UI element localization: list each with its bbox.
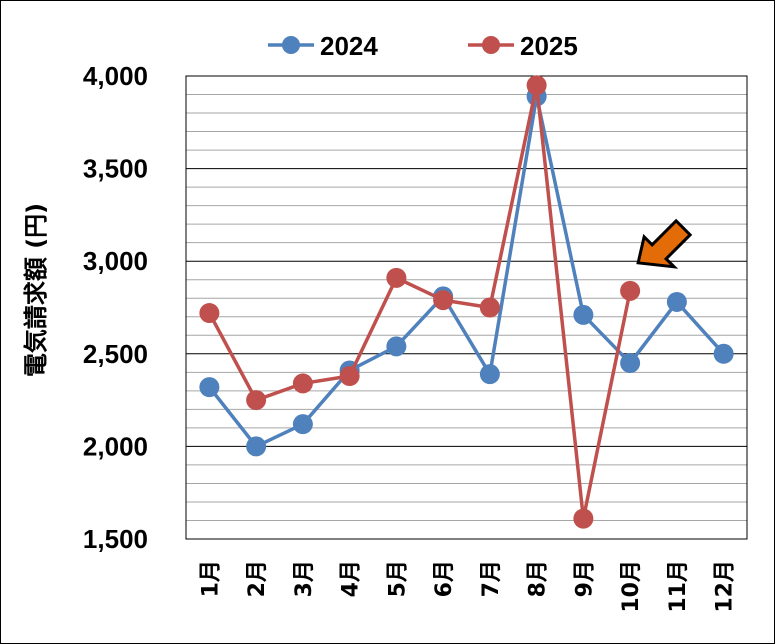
x-tick-label: 3月 <box>292 560 317 597</box>
legend-marker <box>482 36 500 54</box>
data-point <box>199 377 220 398</box>
x-tick-label: 2月 <box>245 560 270 597</box>
plot-area-border <box>185 75 748 540</box>
data-point <box>713 343 734 364</box>
data-point <box>246 436 267 457</box>
data-point <box>526 75 547 96</box>
data-point <box>573 304 594 325</box>
legend-label: 2024 <box>320 31 378 61</box>
series-line <box>208 94 725 449</box>
x-tick-label: 6月 <box>432 560 457 597</box>
data-point <box>620 353 641 374</box>
gridlines <box>186 75 747 540</box>
x-tick-label: 1月 <box>198 560 223 597</box>
x-tick-label: 12月 <box>713 560 738 613</box>
y-tick-label: 3,000 <box>83 246 148 276</box>
series-2025 <box>199 75 641 529</box>
down-left-arrow-icon <box>636 218 693 269</box>
y-tick-label: 3,500 <box>83 154 148 184</box>
data-point <box>620 280 641 301</box>
x-axis-ticks: 1月 2月 3月 4月 5月 6月 7月 8月 9月 10月 11月 12月 <box>198 560 737 613</box>
data-point <box>339 366 360 387</box>
data-point <box>292 373 313 394</box>
legend-item: 2025 <box>468 31 578 61</box>
data-point <box>386 336 407 357</box>
legend-marker <box>282 36 300 54</box>
series-2024 <box>199 86 734 457</box>
legend-label: 2025 <box>520 31 578 61</box>
x-tick-label: 9月 <box>572 560 597 597</box>
data-point <box>199 303 220 324</box>
data-point <box>292 414 313 435</box>
data-point <box>433 290 454 311</box>
data-point <box>479 364 500 385</box>
y-tick-label: 2,000 <box>83 431 148 461</box>
data-point <box>479 297 500 318</box>
y-axis-label: 電気請求額 (円) <box>22 203 50 377</box>
legend-item: 2024 <box>268 31 378 61</box>
y-tick-label: 4,000 <box>83 61 148 91</box>
x-tick-label: 4月 <box>339 560 364 597</box>
data-point <box>666 291 687 312</box>
legend: 2024 2025 <box>268 31 578 61</box>
y-axis-ticks: 1,500 2,000 2,500 3,000 3,500 4,000 <box>83 61 148 554</box>
x-tick-label: 7月 <box>479 560 504 597</box>
data-point <box>386 267 407 288</box>
series-line <box>207 83 632 521</box>
y-tick-label: 1,500 <box>83 524 148 554</box>
y-tick-label: 2,500 <box>83 339 148 369</box>
data-point <box>573 508 594 529</box>
x-tick-label: 11月 <box>666 560 691 613</box>
arrow-annotation <box>636 218 693 269</box>
data-point <box>246 390 267 411</box>
x-tick-label: 8月 <box>526 560 551 597</box>
series-layer <box>199 75 734 529</box>
x-tick-label: 10月 <box>619 560 644 613</box>
x-tick-label: 5月 <box>385 560 410 597</box>
